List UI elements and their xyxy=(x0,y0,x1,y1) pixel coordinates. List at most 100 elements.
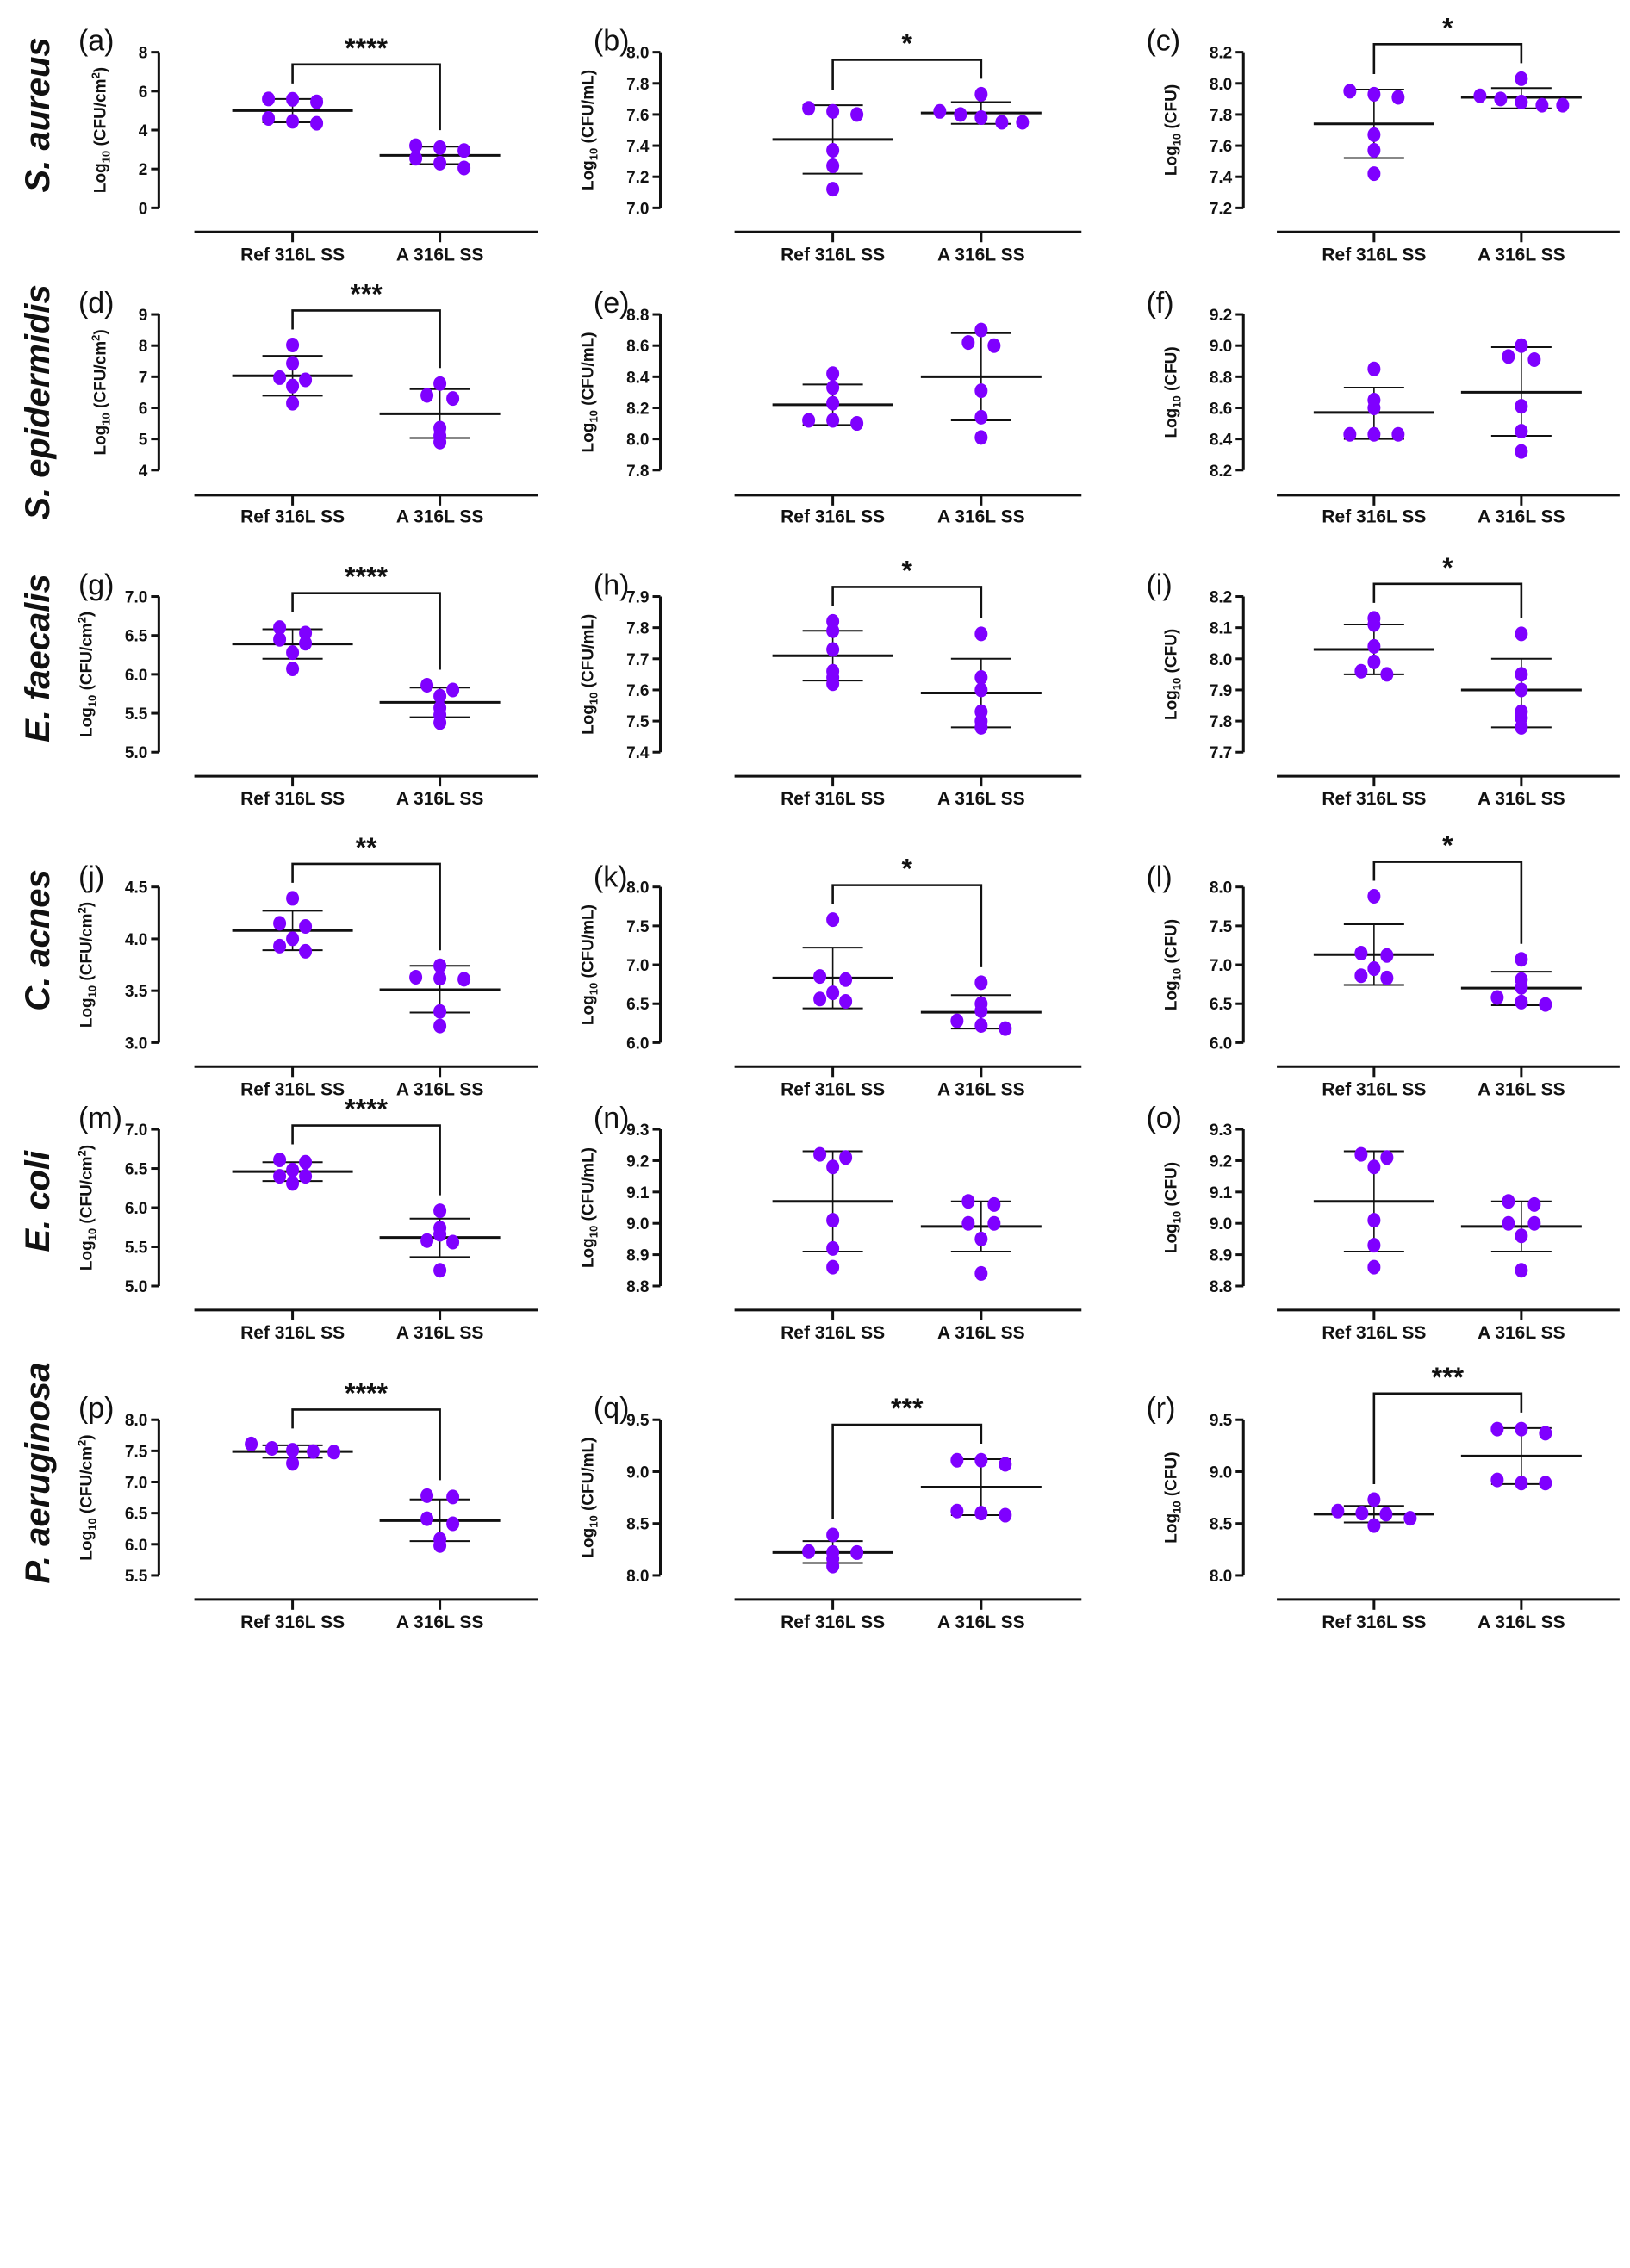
data-point xyxy=(974,383,988,399)
data-point xyxy=(802,1544,816,1559)
y-tick-label: 9.2 xyxy=(1210,1153,1232,1171)
data-point xyxy=(826,1213,840,1228)
y-tick-label: 5.5 xyxy=(125,1568,148,1586)
x-category-label: A 316L SS xyxy=(396,1612,484,1632)
x-category-label: A 316L SS xyxy=(1478,245,1565,264)
y-tick-label: 9.5 xyxy=(1210,1412,1233,1430)
data-point xyxy=(950,1452,964,1468)
data-point xyxy=(1354,663,1368,679)
data-point xyxy=(273,370,287,385)
data-point xyxy=(1367,86,1381,102)
x-category-label: Ref 316L SS xyxy=(1322,1323,1426,1343)
data-point xyxy=(974,1003,988,1018)
data-point xyxy=(433,1018,447,1034)
y-tick-label: 7.0 xyxy=(125,1122,147,1140)
panel-label: (h) xyxy=(594,569,630,602)
x-category-label: Ref 316L SS xyxy=(1322,1612,1426,1632)
y-tick-label: 8.4 xyxy=(626,369,650,387)
y-tick-label: 6.0 xyxy=(125,667,147,685)
data-point xyxy=(1515,626,1528,642)
x-category-label: A 316L SS xyxy=(396,507,484,527)
data-point xyxy=(1515,424,1528,439)
y-tick-label: 7.4 xyxy=(1210,169,1233,187)
significance-label: * xyxy=(902,854,913,885)
data-point xyxy=(1515,979,1528,995)
data-point xyxy=(1367,142,1381,158)
data-point xyxy=(457,160,471,176)
data-point xyxy=(286,645,300,661)
y-tick-label: 8.9 xyxy=(626,1247,649,1265)
data-point xyxy=(1355,1506,1369,1521)
x-category-label: Ref 316L SS xyxy=(1322,507,1426,527)
y-tick-label: 9.5 xyxy=(626,1412,650,1430)
significance-bracket xyxy=(1372,582,1523,618)
y-tick-label: 9.0 xyxy=(1210,1215,1232,1233)
data-point xyxy=(1354,968,1368,984)
y-tick-label: 9.0 xyxy=(626,1215,649,1233)
significance-label: **** xyxy=(345,1094,388,1125)
significance-label: * xyxy=(902,28,913,59)
y-tick-label: 6.5 xyxy=(125,1506,148,1524)
y-tick-label: 8.2 xyxy=(1210,45,1232,63)
data-point xyxy=(1490,1472,1504,1488)
data-point xyxy=(999,1507,1012,1523)
y-tick-label: 7.0 xyxy=(125,1475,147,1493)
data-point xyxy=(961,1194,975,1209)
y-tick-label: 0 xyxy=(139,200,148,218)
chart-panel: (h) 7.4 7.5 7.6 7.7 7.8 7.9 Log10 (CFU/mL) Ref 3… xyxy=(580,555,1082,809)
y-tick-label: 8.8 xyxy=(626,307,649,325)
data-point xyxy=(1473,88,1487,103)
y-tick-label: 8.9 xyxy=(1210,1247,1232,1265)
data-point xyxy=(850,1544,864,1560)
y-tick-label: 8.5 xyxy=(1210,1516,1233,1534)
data-point xyxy=(307,1444,320,1459)
significance-bracket xyxy=(291,1124,441,1196)
y-tick-label: 7.9 xyxy=(626,589,649,607)
y-tick-label: 6.0 xyxy=(1210,1035,1232,1053)
x-category-label: Ref 316L SS xyxy=(240,789,345,809)
data-point xyxy=(802,413,816,428)
data-point xyxy=(826,1240,840,1256)
data-point xyxy=(974,1452,988,1468)
panel-label: (a) xyxy=(78,25,115,58)
data-point xyxy=(262,110,276,126)
data-point xyxy=(299,636,313,651)
data-point xyxy=(1515,1421,1528,1437)
data-point xyxy=(826,1558,840,1574)
data-point xyxy=(974,626,988,642)
y-tick-label: 8.0 xyxy=(626,45,649,63)
x-category-label: A 316L SS xyxy=(937,789,1025,809)
x-category-label: Ref 316L SS xyxy=(781,789,885,809)
y-tick-label: 7.6 xyxy=(626,107,649,125)
data-point xyxy=(299,918,313,934)
data-point xyxy=(446,1489,460,1505)
y-tick-label: 7 xyxy=(139,369,148,387)
y-tick-label: 8.0 xyxy=(626,1568,649,1586)
y-tick-label: 8.0 xyxy=(125,1412,147,1430)
data-point xyxy=(1343,426,1357,442)
y-tick-label: 5 xyxy=(139,432,148,450)
y-tick-label: 5.5 xyxy=(125,1240,148,1258)
y-tick-label: 8.0 xyxy=(1210,76,1232,94)
y-tick-label: 4 xyxy=(139,463,148,481)
data-point xyxy=(826,1159,840,1175)
row-label-organism: E. faecalis xyxy=(19,574,57,743)
data-point xyxy=(286,337,300,352)
data-point xyxy=(813,991,827,1007)
data-point xyxy=(950,1013,964,1028)
data-point xyxy=(420,1511,434,1526)
panel-label: (d) xyxy=(78,287,115,320)
data-point xyxy=(433,1004,447,1019)
significance-label: *** xyxy=(891,1393,924,1424)
x-category-label: A 316L SS xyxy=(937,245,1025,264)
chart-panel: (o) 8.8 8.9 9.0 9.1 9.2 9.3 Log10 (CFU) Ref 316L… xyxy=(1146,1102,1620,1343)
chart-panel: (q) 8.0 8.5 9.0 9.5 Log10 (CFU/mL) Ref 316L SS… xyxy=(580,1392,1082,1632)
chart-panel: (e) 7.8 8.0 8.2 8.4 8.6 8.8 Log10 (CFU/mL) Ref 3… xyxy=(580,287,1082,527)
y-tick-label: 3.5 xyxy=(125,983,148,1001)
y-tick-label: 7.0 xyxy=(626,957,649,975)
data-point xyxy=(826,413,840,428)
y-tick-label: 8.0 xyxy=(1210,879,1232,898)
data-point xyxy=(1515,719,1528,735)
y-axis-label: Log10 (CFU) xyxy=(1162,84,1183,176)
data-point xyxy=(1502,1194,1515,1209)
